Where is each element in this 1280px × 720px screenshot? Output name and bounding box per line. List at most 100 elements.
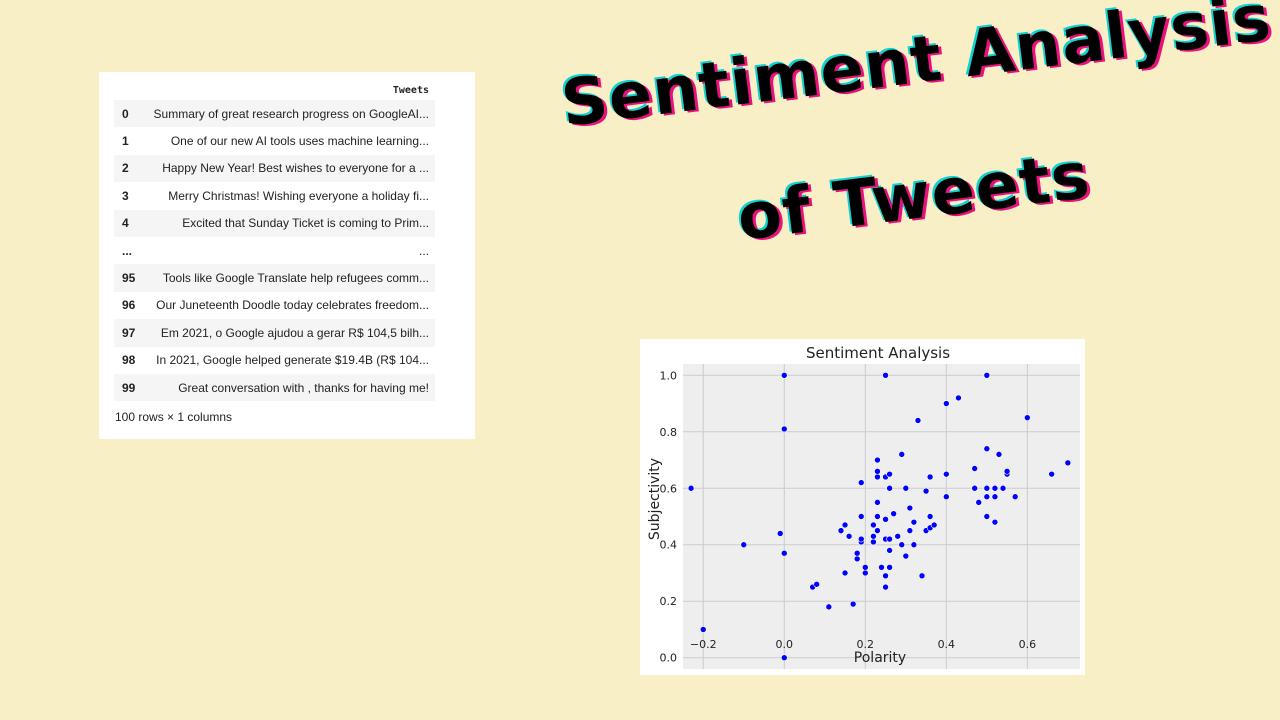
scatter-point xyxy=(740,541,748,549)
scatter-point xyxy=(841,521,849,529)
scatter-point xyxy=(861,564,869,571)
scatter-point xyxy=(991,518,999,526)
y-tick-label: 0.4 xyxy=(660,539,678,552)
tweet-text-cell: Our Juneteenth Doodle today celebrates f… xyxy=(156,298,429,313)
tweet-text-cell: Great conversation with , thanks for hav… xyxy=(153,373,435,402)
scatter-point xyxy=(870,532,877,540)
scatter-point xyxy=(776,530,784,537)
scatter-point xyxy=(910,518,918,526)
scatter-point xyxy=(882,583,889,591)
scatter-point xyxy=(886,547,893,554)
scatter-point xyxy=(999,484,1007,492)
scatter-point xyxy=(853,549,861,557)
scatter-point xyxy=(943,470,950,478)
scatter-point xyxy=(890,510,897,517)
scatter-point xyxy=(926,473,934,481)
table-row: ...... xyxy=(114,237,435,264)
scatter-point xyxy=(780,425,788,433)
tweet-text-cell: One of our new AI tools uses machine lea… xyxy=(170,134,429,149)
dataframe-table: Tweets 0 Summary of great research progre… xyxy=(114,80,435,402)
scatter-point xyxy=(983,484,991,492)
tweet-text-cell: Happy New Year! Best wishes to everyone … xyxy=(153,154,435,183)
scatter-point xyxy=(930,521,938,529)
tweet-text-cell: ... xyxy=(418,243,429,258)
table-row: 0 Summary of great research progress on G… xyxy=(114,100,435,128)
scatter-point xyxy=(991,493,999,501)
row-index: 1 xyxy=(122,134,129,149)
scatter-point xyxy=(874,468,881,475)
y-tick-label: 0.0 xyxy=(660,652,678,665)
row-index: 97 xyxy=(114,319,154,347)
scatter-point xyxy=(841,569,849,577)
scatter-point xyxy=(870,521,877,529)
tick-labels: −0.2 0.0 0.2 0.4 0.6 0.0 0.2 0.4 0.6 0.8 1.0 xyxy=(660,369,1037,664)
scatter-point xyxy=(943,493,950,501)
scatter-point xyxy=(886,535,893,543)
row-index: 98 xyxy=(122,353,136,368)
scatter-point xyxy=(894,532,902,540)
dataframe-index-header xyxy=(114,80,154,100)
y-tick-label: 0.8 xyxy=(660,426,678,439)
row-index: 3 xyxy=(122,188,129,203)
scatter-point xyxy=(995,451,1003,458)
row-index: ... xyxy=(122,243,133,258)
dataframe-header-row: Tweets xyxy=(114,80,435,100)
scatter-point xyxy=(922,487,930,495)
scatter-point xyxy=(874,456,881,464)
scatter-point xyxy=(906,504,914,512)
y-tick-label: 0.6 xyxy=(660,482,678,495)
data-points xyxy=(687,371,1072,662)
scatter-point xyxy=(1003,468,1011,475)
scatter-point xyxy=(857,535,865,543)
scatter-point xyxy=(906,527,914,534)
scatter-point xyxy=(910,541,918,549)
scatter-point xyxy=(1024,414,1031,421)
scatter-point xyxy=(857,479,865,486)
x-tick-label: 0.4 xyxy=(938,638,956,651)
scatter-point xyxy=(898,451,906,458)
scatter-point xyxy=(780,654,788,662)
scatter-point xyxy=(926,513,934,520)
x-axis-label: Polarity xyxy=(854,650,906,666)
scatter-chart-panel: −0.2 0.0 0.2 0.4 0.6 0.0 0.2 0.4 0.6 0.8 1.0 Senti… xyxy=(640,339,1085,675)
scatter-point xyxy=(898,541,906,549)
y-axis-label: Subjectivity xyxy=(647,458,663,540)
table-row: 99 Great conversation with , thanks for h… xyxy=(114,373,435,402)
scatter-point xyxy=(861,569,869,577)
table-row: 4 Excited that Sunday Ticket is coming to… xyxy=(114,209,435,237)
scatter-point xyxy=(853,555,861,563)
table-row: 98 In 2021, Google helped generate $19.4B… xyxy=(114,347,435,374)
scatter-point xyxy=(780,371,788,379)
headline-line-1: Sentiment Analysis xyxy=(557,0,1276,142)
scatter-point xyxy=(878,564,885,571)
y-tick-label: 0.2 xyxy=(660,595,678,608)
scatter-point xyxy=(955,394,962,402)
scatter-point xyxy=(902,484,910,492)
scatter-point xyxy=(837,527,845,534)
scatter-point xyxy=(699,626,707,633)
scatter-point xyxy=(687,484,695,492)
scatter-point xyxy=(870,538,877,546)
row-index: 99 xyxy=(114,373,154,402)
chart-title: Sentiment Analysis xyxy=(806,344,950,362)
scatter-point xyxy=(983,493,991,501)
x-tick-label: −0.2 xyxy=(690,638,717,651)
scatter-point xyxy=(849,600,857,608)
scatter-point xyxy=(886,564,893,571)
y-tick-label: 1.0 xyxy=(660,369,678,382)
scatter-point xyxy=(975,499,983,506)
scatter-point xyxy=(943,400,950,407)
dataframe-shape-text: 100 rows × 1 columns xyxy=(115,410,233,424)
row-index: 4 xyxy=(114,209,154,237)
tweet-text-cell: In 2021, Google helped generate $19.4B (… xyxy=(156,353,429,368)
scatter-point xyxy=(780,549,788,557)
table-row: 95 Tools like Google Translate help refug… xyxy=(114,264,435,292)
scatter-point xyxy=(914,417,922,424)
scatter-point xyxy=(874,473,881,481)
scatter-point xyxy=(882,572,889,580)
dataframe-body: 0 Summary of great research progress on G… xyxy=(114,100,435,402)
dataframe-column-header: Tweets xyxy=(392,84,429,96)
x-tick-label: 0.2 xyxy=(857,638,875,651)
scatter-point xyxy=(874,513,881,520)
tweet-text-cell: Merry Christmas! Wishing everyone a holi… xyxy=(168,188,429,203)
